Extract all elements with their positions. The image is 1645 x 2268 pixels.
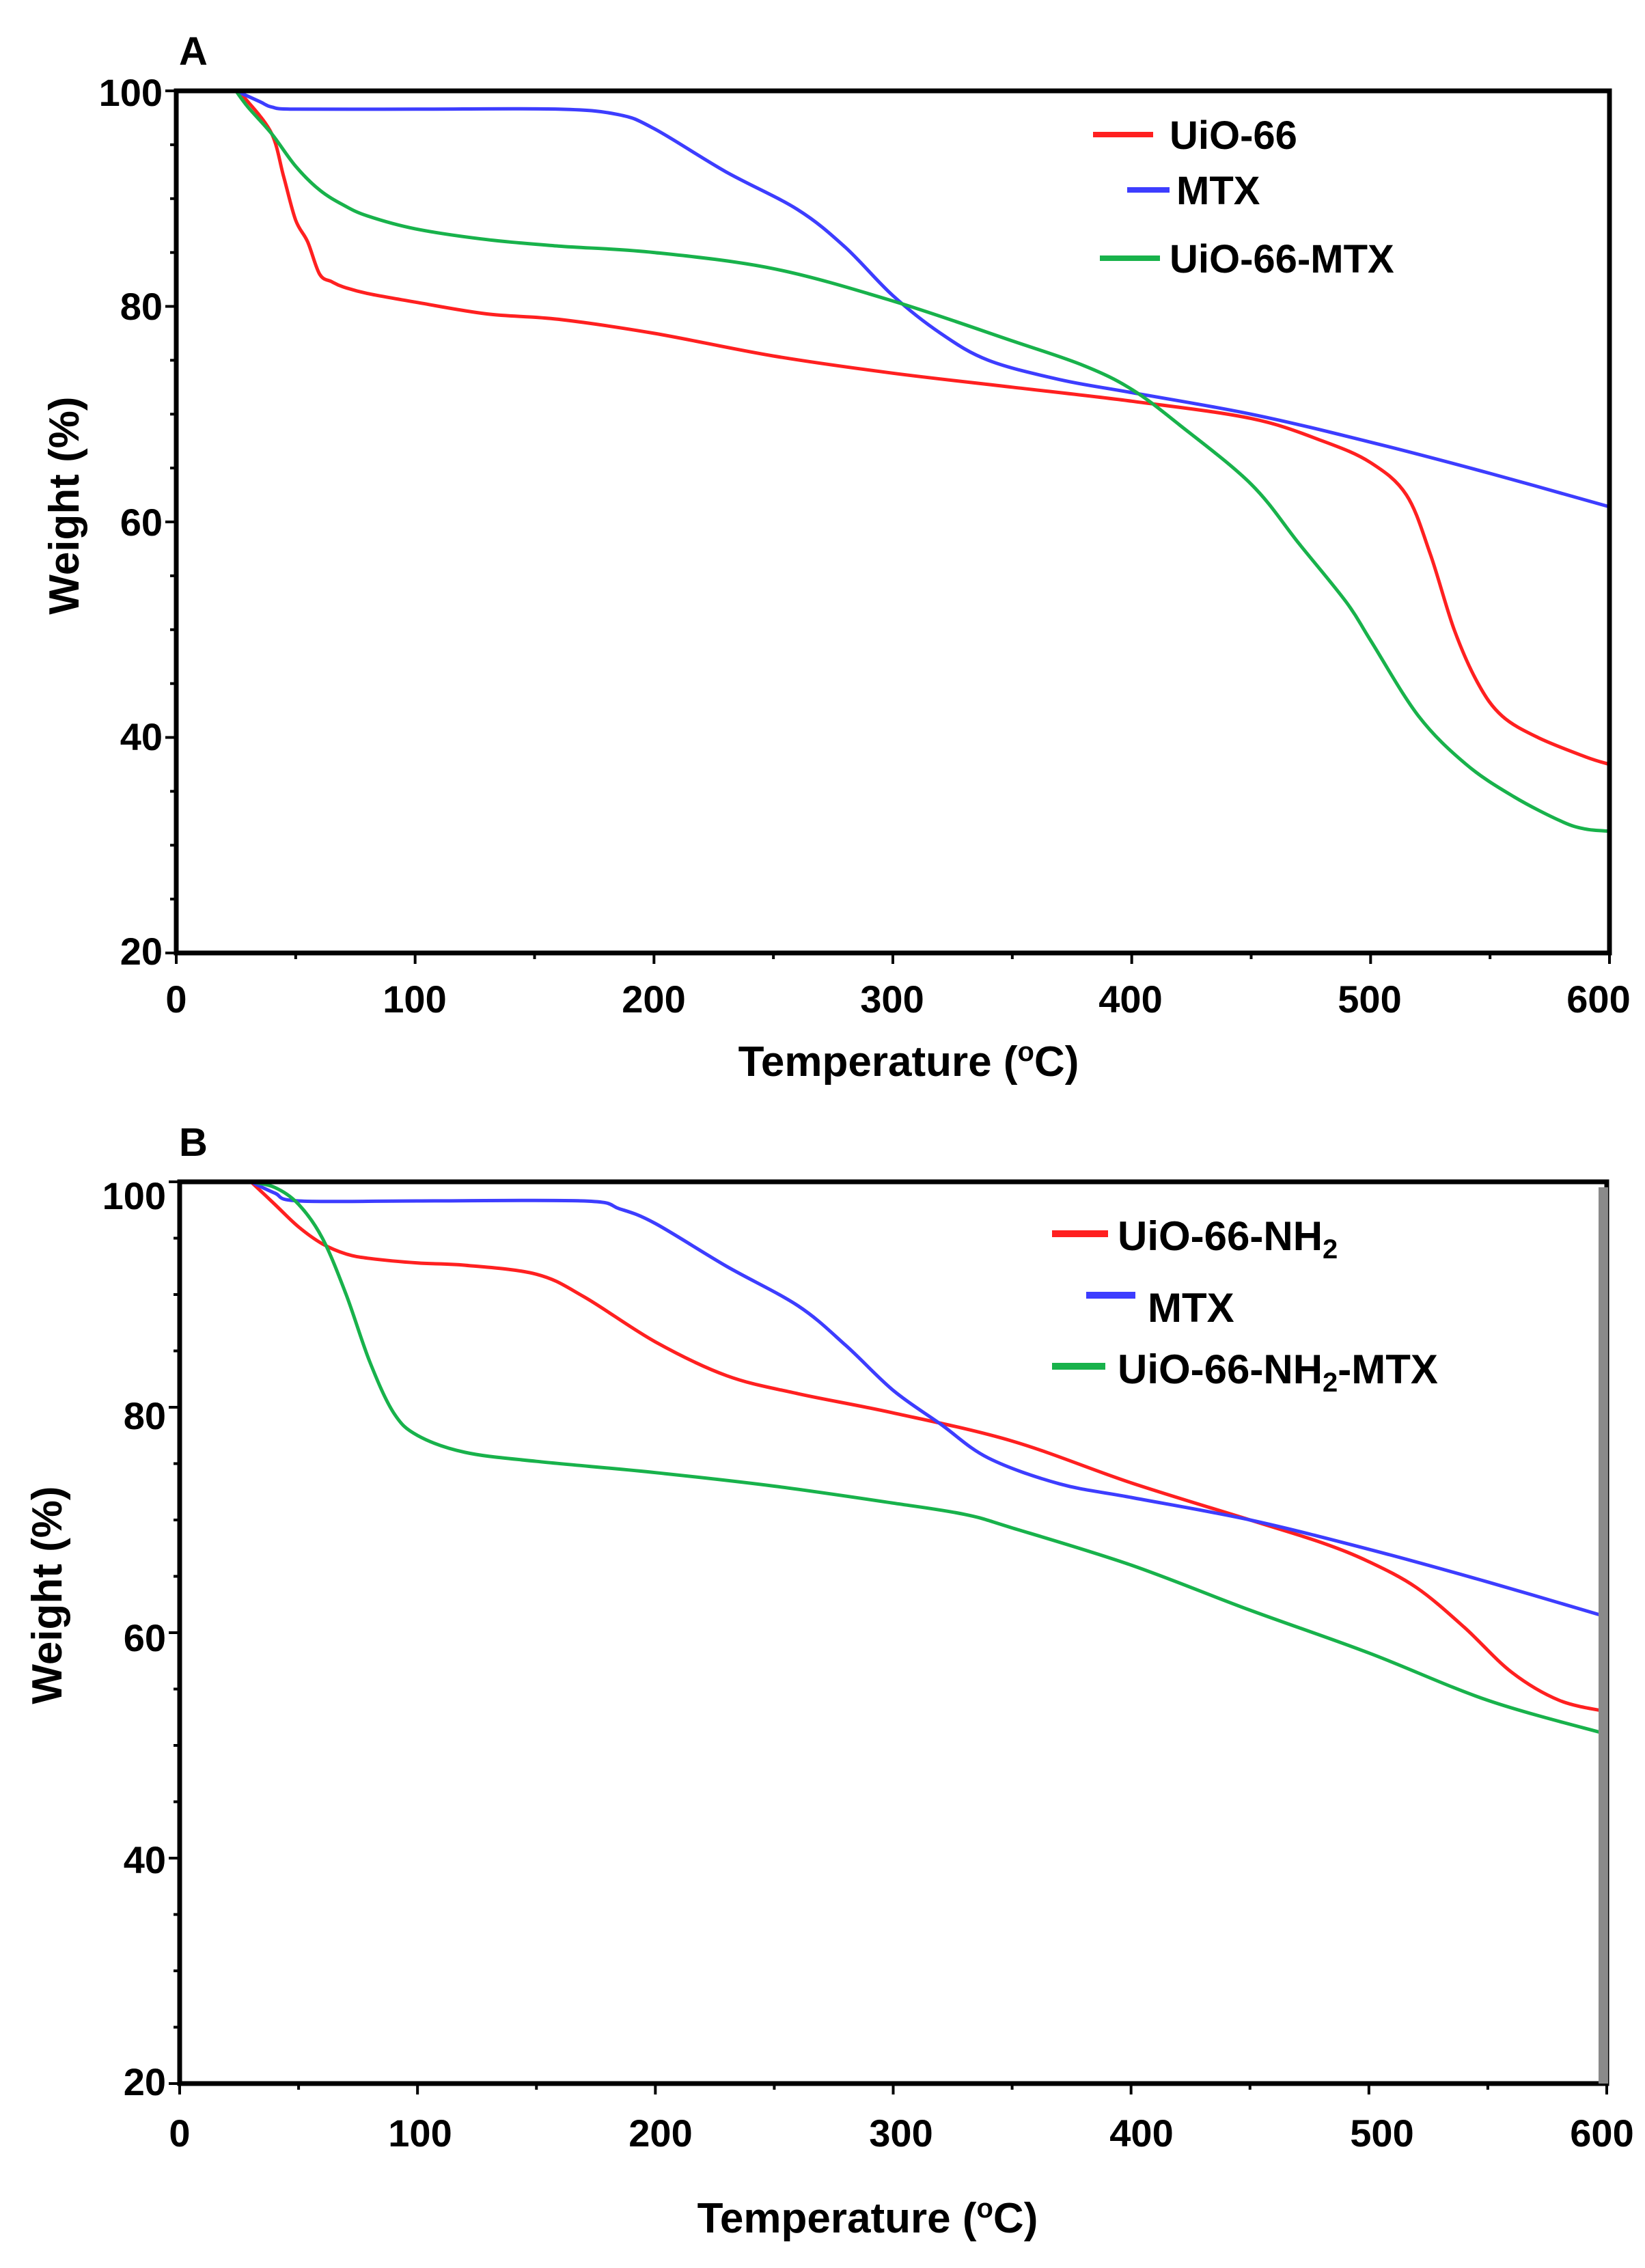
panel-a-x-tick-labels: 0 100 200 300 400 500 600 [165, 978, 1630, 1021]
x-tick-label: 300 [860, 978, 924, 1021]
series-line-uio-66-mtx [234, 89, 1612, 833]
panel-b-axes [169, 1180, 1608, 2094]
legend-label: UiO-66-MTX [1170, 237, 1394, 281]
x-tick-label: 100 [388, 2112, 452, 2155]
y-tick-label: 20 [120, 930, 163, 973]
legend-label-tail: -MTX [1338, 1346, 1438, 1392]
y-tick-label: 80 [124, 1394, 166, 1437]
legend-entry: UiO-66-MTX [1100, 237, 1394, 281]
y-tick-label: 40 [124, 1838, 166, 1881]
x-tick-label: 200 [628, 2112, 692, 2155]
x-axis-title-text: Temperature ( [697, 2195, 977, 2242]
legend-entry: MTX [1127, 169, 1260, 213]
x-tick-label: 400 [1098, 978, 1162, 1021]
legend-label-subscript: 2 [1323, 1368, 1338, 1398]
series-line-uio-66-nh2-mtx [249, 1180, 1609, 1736]
panel-b-plot-area [249, 1180, 1609, 1736]
x-tick-label: 500 [1350, 2112, 1413, 2155]
legend-label-subscript: 2 [1323, 1234, 1338, 1264]
series-line-uio-66 [234, 89, 1612, 766]
series-line-mtx [234, 89, 1612, 509]
legend-label: UiO-66-NH2-MTX [1118, 1346, 1438, 1398]
x-axis-title-unit: C) [1034, 1038, 1079, 1085]
panel-b-x-tick-labels: 0 100 200 300 400 500 600 [169, 2112, 1633, 2155]
panel-b-frame [177, 1179, 1609, 2086]
panel-a-x-axis-title: Temperature (oC) [738, 1037, 1079, 1085]
panel-b-label: B [179, 1120, 208, 1165]
x-tick-label: 100 [383, 978, 446, 1021]
legend-entry: UiO-66-NH2-MTX [1052, 1346, 1438, 1398]
x-tick-label: 600 [1566, 978, 1630, 1021]
legend-label: MTX [1176, 169, 1260, 213]
panel-a-plot-area [234, 89, 1612, 833]
legend-label: UiO-66 [1170, 113, 1297, 158]
y-tick-label: 100 [99, 71, 163, 114]
degree-symbol: o [1017, 1037, 1034, 1067]
x-tick-label: 200 [622, 978, 685, 1021]
legend-label: MTX [1148, 1285, 1234, 1331]
y-tick-label: 80 [120, 285, 163, 328]
x-axis-title-unit: C) [993, 2195, 1038, 2242]
panel-b: B Weight (%) 20 40 60 80 100 0 100 200 3… [24, 1120, 1634, 2242]
y-tick-label: 60 [120, 501, 163, 544]
series-line-uio-66-nh2 [249, 1180, 1609, 1713]
panel-a-y-axis-title: Weight (%) [41, 396, 88, 614]
panel-a-legend: UiO-66 MTX UiO-66-MTX [1093, 113, 1394, 281]
series-line-mtx [249, 1180, 1609, 1619]
x-tick-label: 0 [165, 978, 186, 1021]
panel-a: A Weight (%) 20 40 60 80 100 0 100 200 3… [41, 29, 1631, 1085]
legend-entry: MTX [1086, 1285, 1234, 1331]
y-tick-label: 60 [124, 1616, 166, 1659]
y-tick-label: 20 [124, 2060, 166, 2103]
legend-label-main: UiO-66-NH [1118, 1346, 1323, 1392]
x-tick-label: 300 [869, 2112, 932, 2155]
x-axis-title-text: Temperature ( [738, 1038, 1018, 1085]
panel-a-label: A [179, 29, 208, 74]
y-tick-label: 100 [102, 1174, 166, 1217]
x-tick-label: 600 [1570, 2112, 1633, 2155]
x-tick-label: 400 [1109, 2112, 1173, 2155]
legend-label-main: UiO-66-NH [1118, 1213, 1323, 1259]
panel-a-frame [174, 88, 1612, 956]
panel-b-x-axis-title: Temperature (oC) [697, 2194, 1038, 2242]
legend-entry: UiO-66 [1093, 113, 1297, 158]
x-tick-label: 500 [1338, 978, 1401, 1021]
legend-entry: UiO-66-NH2 [1052, 1213, 1338, 1264]
legend-label: UiO-66-NH2 [1118, 1213, 1338, 1264]
panel-b-y-axis-title: Weight (%) [24, 1486, 71, 1704]
panel-a-y-tick-labels: 20 40 60 80 100 [99, 71, 163, 973]
panel-b-right-edge-bar [1599, 1187, 1608, 2084]
y-tick-label: 40 [120, 715, 163, 758]
panel-b-legend: UiO-66-NH2 MTX UiO-66-NH2-MTX [1052, 1213, 1438, 1398]
degree-symbol: o [976, 2194, 993, 2224]
panel-b-y-tick-labels: 20 40 60 80 100 [102, 1174, 166, 2103]
x-tick-label: 0 [169, 2112, 190, 2155]
